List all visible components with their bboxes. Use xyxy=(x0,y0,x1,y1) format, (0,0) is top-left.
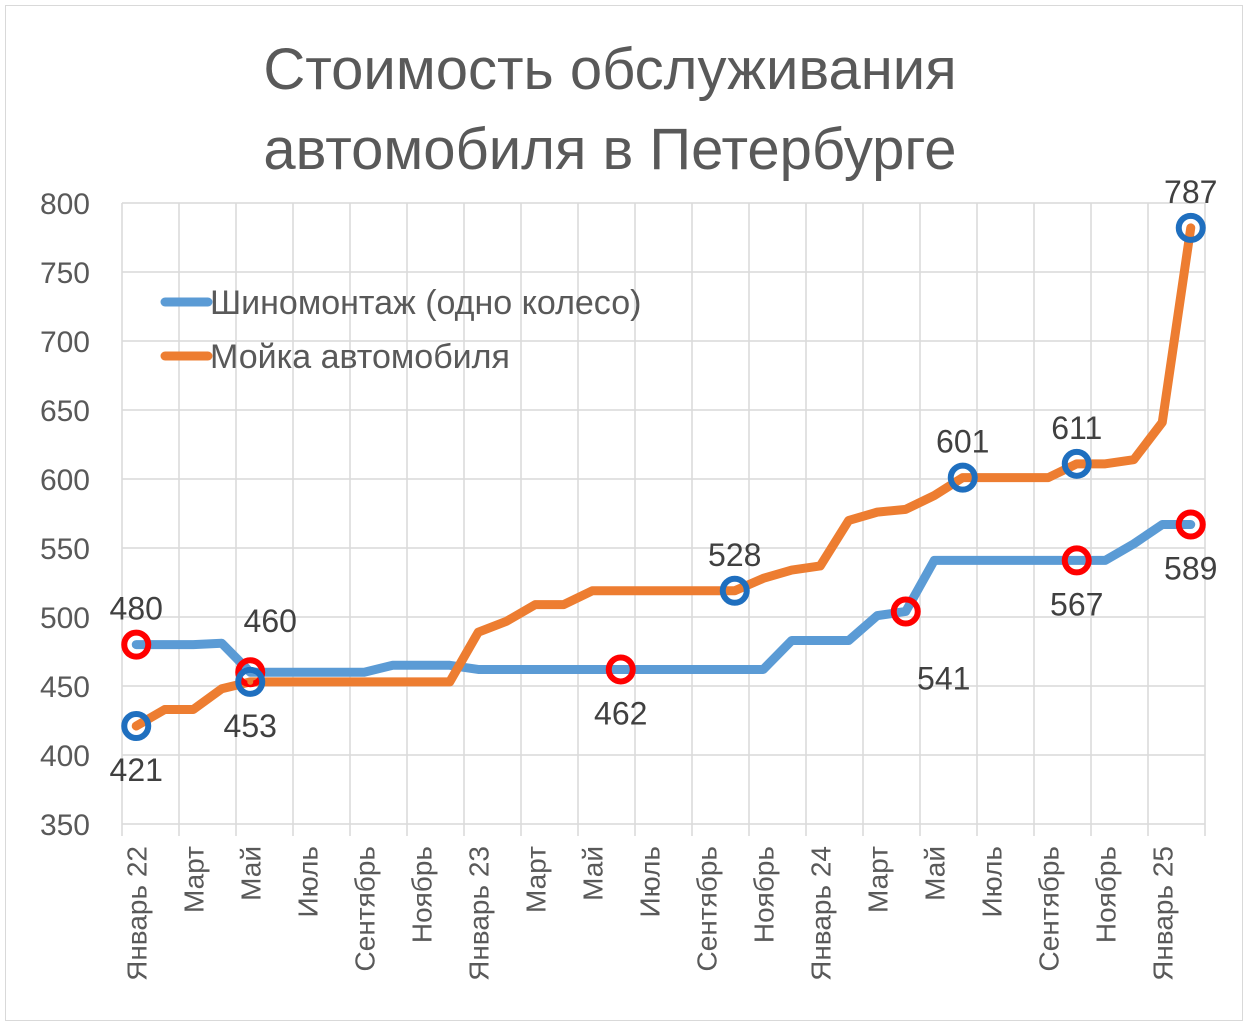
y-tick-label: 350 xyxy=(40,809,90,842)
y-tick-label: 750 xyxy=(40,257,90,290)
legend-label-1: Шиномонтаж (одно колесо) xyxy=(210,284,641,322)
y-tick-label: 550 xyxy=(40,533,90,566)
data-point-dot xyxy=(1187,521,1194,528)
x-tick-label: Сентябрь xyxy=(1033,846,1064,971)
x-tick-label: Май xyxy=(577,846,608,901)
data-point-marker xyxy=(121,629,152,660)
data-point-dot xyxy=(1187,224,1194,231)
data-point-dot xyxy=(902,608,909,615)
x-tick-label: Январь 22 xyxy=(121,846,152,981)
data-point-marker xyxy=(605,654,636,685)
series-line-1 xyxy=(131,520,1196,677)
chart-frame xyxy=(5,5,1243,1021)
x-tick-label: Май xyxy=(235,846,266,901)
data-label: 589 xyxy=(1164,551,1217,587)
x-tick-label: Март xyxy=(178,846,209,913)
data-label: 480 xyxy=(110,591,163,627)
data-label: 567 xyxy=(1050,586,1103,622)
x-tick-label: Январь 25 xyxy=(1147,846,1178,981)
series-line-2 xyxy=(131,223,1196,731)
y-tick-label: 650 xyxy=(40,395,90,428)
data-point-marker xyxy=(1061,448,1092,479)
data-label: 611 xyxy=(1051,410,1102,446)
x-tick-label: Июль xyxy=(292,846,323,917)
data-point-dot xyxy=(247,678,254,685)
data-point-marker xyxy=(1061,545,1092,576)
data-point-dot xyxy=(731,587,738,594)
data-label: 787 xyxy=(1164,174,1217,210)
data-point-marker xyxy=(235,666,266,697)
data-label: 528 xyxy=(708,537,761,573)
x-tick-label: Ноябрь xyxy=(748,846,779,943)
data-label: 462 xyxy=(594,695,647,731)
data-label: 460 xyxy=(244,603,297,639)
chart-title-line-1: Стоимость обслуживания xyxy=(263,37,957,102)
x-tick-label: Ноябрь xyxy=(1090,846,1121,943)
data-label: 453 xyxy=(224,708,277,744)
data-point-marker xyxy=(121,711,152,742)
y-tick-label: 450 xyxy=(40,671,90,704)
data-point-dot xyxy=(133,723,140,730)
data-label: 601 xyxy=(936,424,989,460)
y-tick-label: 800 xyxy=(40,188,90,221)
data-point-dot xyxy=(617,666,624,673)
y-tick-label: 400 xyxy=(40,740,90,773)
x-tick-label: Январь 23 xyxy=(463,846,494,981)
y-tick-label: 600 xyxy=(40,464,90,497)
chart-title: Стоимость обслуживания автомобиля в Пете… xyxy=(0,30,1220,190)
data-point-marker xyxy=(1175,212,1206,243)
data-point-marker xyxy=(1175,509,1206,540)
data-label: 541 xyxy=(917,660,970,696)
data-point-marker xyxy=(890,596,921,627)
x-tick-label: Март xyxy=(520,846,551,913)
data-label: 421 xyxy=(110,752,163,788)
data-point-marker xyxy=(719,575,750,606)
data-point-dot xyxy=(133,641,140,648)
data-point-dot xyxy=(1073,557,1080,564)
y-tick-label: 500 xyxy=(40,602,90,635)
data-point-dot xyxy=(959,474,966,481)
chart-title-line-2: автомобиля в Петербурге xyxy=(263,117,957,182)
legend-label-2: Мойка автомобиля xyxy=(210,338,510,376)
data-point-marker xyxy=(947,462,978,493)
x-tick-label: Май xyxy=(919,846,950,901)
data-point-dot xyxy=(1073,460,1080,467)
x-tick-label: Июль xyxy=(634,846,665,917)
x-tick-label: Март xyxy=(862,846,893,913)
x-tick-label: Январь 24 xyxy=(805,846,836,981)
x-tick-label: Ноябрь xyxy=(406,846,437,943)
x-tick-label: Сентябрь xyxy=(691,846,722,971)
x-tick-label: Сентябрь xyxy=(349,846,380,971)
x-tick-label: Июль xyxy=(976,846,1007,917)
y-tick-label: 700 xyxy=(40,326,90,359)
